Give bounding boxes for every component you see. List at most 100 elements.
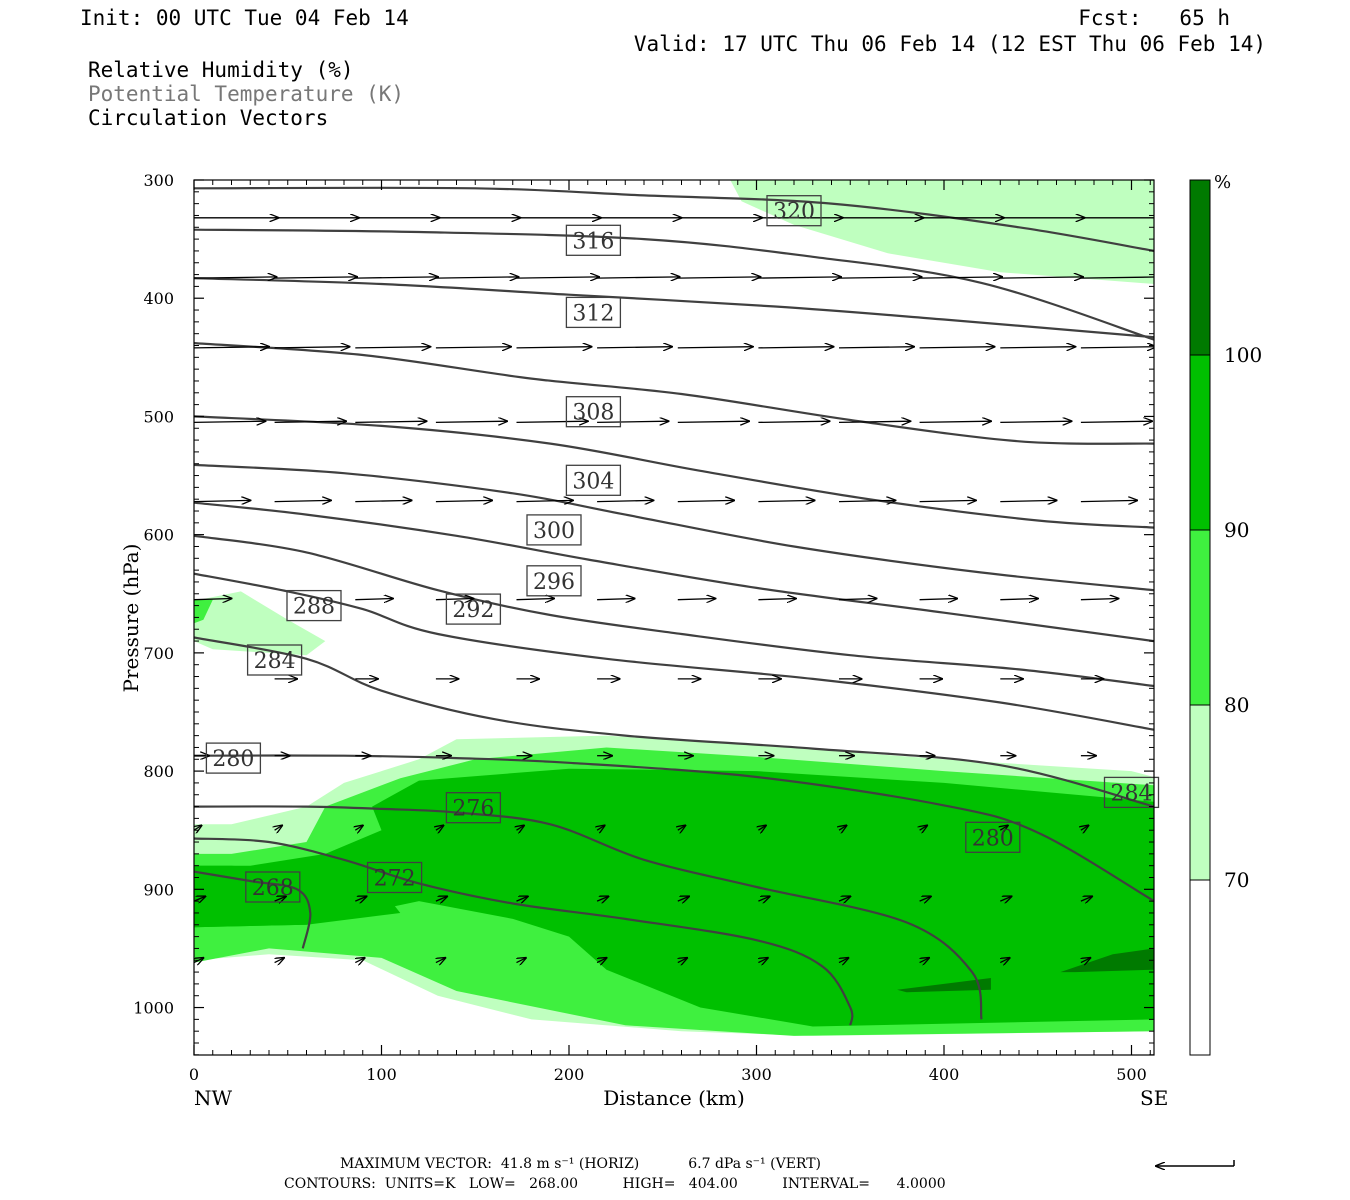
- circulation-vector: [758, 347, 833, 348]
- theta-contour-300: [194, 463, 1154, 592]
- circulation-vector: [597, 826, 605, 831]
- circulation-vector: [1000, 421, 1071, 422]
- circulation-vector: [758, 421, 829, 422]
- reference-vector-icon: [1156, 1160, 1235, 1166]
- vector-layer: [194, 218, 1154, 963]
- circulation-vector: [1081, 826, 1089, 831]
- y-tick-label: 1000: [133, 999, 174, 1018]
- contour-label-292: 292: [445, 593, 502, 625]
- theta-contour-296: [194, 501, 1154, 643]
- y-tick-label: 700: [143, 644, 174, 663]
- contour-label-280: 280: [965, 821, 1021, 853]
- contour-label-box: [526, 514, 582, 546]
- contour-label-288: 288: [286, 589, 342, 622]
- circulation-vector: [275, 826, 283, 831]
- circulation-vector: [677, 500, 734, 501]
- circulation-vector: [597, 347, 672, 348]
- circulation-vector: [355, 896, 366, 901]
- circulation-vector: [516, 421, 588, 422]
- forecast-hour: Fcst: 65 h: [1078, 6, 1230, 30]
- theta-contour-272: [194, 837, 854, 1026]
- circulation-vector: [838, 599, 877, 600]
- theta-contour-304: [194, 415, 1154, 529]
- circulation-vector: [758, 599, 796, 600]
- circulation-vector: [677, 277, 761, 278]
- contour-label-text: 300: [533, 519, 575, 544]
- colorbar-label: 70: [1224, 868, 1249, 892]
- init-time: Init: 00 UTC Tue 04 Feb 14: [80, 6, 409, 30]
- y-tick-label: 900: [143, 880, 174, 899]
- circulation-vector: [1080, 347, 1154, 348]
- contour-label-box: [366, 861, 423, 894]
- contour-label-text: 312: [572, 301, 614, 326]
- rh-region-70: [730, 180, 1154, 284]
- circulation-vector: [1000, 958, 1009, 963]
- x-tick-label: 0: [189, 1065, 199, 1084]
- circulation-vector: [435, 421, 507, 422]
- circulation-vector: [758, 896, 769, 901]
- theta-contour-288: [194, 572, 1154, 731]
- contour-label-text: 320: [773, 200, 815, 225]
- circulation-vector: [838, 500, 895, 501]
- colorbar-segment: [1189, 704, 1211, 881]
- contour-info: CONTOURS: UNITS=K LOW= 268.00 HIGH= 404.…: [284, 1176, 946, 1192]
- circulation-vector: [919, 347, 995, 348]
- circulation-vector: [194, 277, 277, 278]
- circulation-vector: [435, 277, 519, 278]
- legend-potential-temperature: Potential Temperature (K): [88, 82, 405, 106]
- theta-contour-308: [194, 342, 1154, 445]
- circulation-vector: [517, 958, 526, 963]
- circulation-vector: [355, 421, 426, 422]
- circulation-vector: [597, 277, 680, 278]
- x-axis-label: Distance (km): [603, 1086, 745, 1110]
- x-tick-label: 400: [929, 1065, 960, 1084]
- circulation-vector: [919, 421, 991, 422]
- circulation-vector: [355, 826, 363, 831]
- contour-label-text: 292: [452, 598, 494, 623]
- nw-end-label: NW: [194, 1086, 233, 1110]
- circulation-vector: [1000, 896, 1011, 901]
- circulation-vector: [194, 500, 250, 501]
- contour-label-text: 284: [254, 649, 296, 674]
- contour-label-272: 272: [366, 861, 423, 894]
- circulation-vector: [435, 896, 447, 901]
- circulation-vector: [758, 958, 767, 963]
- contour-label-box: [965, 821, 1021, 853]
- se-end-label: SE: [1140, 1086, 1168, 1110]
- contour-label-308: 308: [565, 396, 622, 428]
- circulation-vector: [274, 347, 350, 348]
- contour-label-text: 308: [572, 401, 614, 426]
- contour-label-304: 304: [565, 464, 622, 496]
- circulation-vector: [920, 958, 929, 963]
- circulation-vector: [516, 599, 555, 600]
- contour-label-text: 284: [1111, 781, 1153, 806]
- contour-label-276: 276: [445, 792, 502, 824]
- theta-contour-284: [194, 636, 1154, 808]
- y-tick-label: 500: [143, 407, 174, 426]
- legend-relative-humidity: Relative Humidity (%): [88, 58, 354, 82]
- circulation-vector: [1080, 599, 1119, 600]
- contour-label-text: 276: [452, 797, 494, 822]
- circulation-vector: [919, 599, 958, 600]
- contour-label-box: [565, 464, 622, 496]
- circulation-vector: [516, 896, 528, 901]
- contour-label-text: 304: [572, 469, 614, 494]
- circulation-vector: [516, 500, 573, 501]
- circulation-vector: [517, 826, 525, 831]
- circulation-vector: [194, 599, 232, 600]
- circulation-vector: [758, 500, 814, 501]
- circulation-vector: [1000, 599, 1038, 600]
- circulation-vector: [838, 421, 910, 422]
- y-axis-label: Pressure (hPa): [119, 544, 143, 693]
- circulation-vector: [194, 896, 205, 901]
- rh-region-100: [897, 978, 991, 993]
- contour-label-box: [246, 644, 303, 676]
- contour-label-268: 268: [245, 871, 301, 903]
- circulation-vector: [1080, 500, 1137, 501]
- circulation-vector: [678, 826, 686, 831]
- circulation-vector: [274, 421, 346, 422]
- contour-label-text: 316: [572, 229, 614, 254]
- contour-label-text: 296: [533, 570, 575, 595]
- rh-region-70: [194, 591, 326, 656]
- circulation-vector: [1081, 958, 1090, 963]
